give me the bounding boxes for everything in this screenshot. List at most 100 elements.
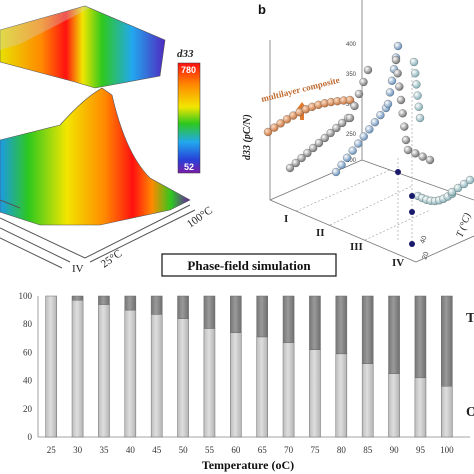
x-tick-label: 45 [152, 445, 162, 455]
bar-segment-o [71, 299, 84, 438]
projection-dot [409, 241, 415, 247]
x-tick-label: 50 [179, 445, 189, 455]
colorbar-scale [177, 62, 201, 174]
phase-field-banner: Phase-field simulation [161, 253, 337, 277]
gray-sphere [320, 133, 329, 143]
projection-dot [395, 169, 401, 175]
gray-sphere [345, 113, 355, 123]
x-tick-label: 100 [440, 445, 454, 455]
panel-a-axes [0, 199, 196, 269]
bar-segment-t [361, 295, 374, 364]
blue-sphere [331, 167, 341, 177]
x-tick-label: 55 [205, 445, 215, 455]
bar-segment-t [309, 295, 321, 350]
stacked-bar-chart: 0 20 40 60 80 100 25 30 35 40 45 50 55 60 65 70 75 80 85 9… [19, 291, 474, 472]
y-tick-label: 40 [23, 376, 33, 386]
bar-segment-t [441, 295, 453, 387]
gray-sphere [350, 101, 359, 111]
panel-a: 25°C 100°C IV d33 780 52 [0, 5, 215, 275]
teal-sphere [453, 183, 463, 193]
composite-sphere [282, 115, 292, 124]
gray-sphere [400, 122, 409, 131]
x-tick-label: 85 [363, 445, 373, 455]
gray-sphere [391, 55, 401, 65]
bar-segment-o [230, 332, 242, 438]
banner-box [161, 253, 337, 277]
x-tick-label: 25 [47, 445, 57, 455]
y-axis-ticks: 0 20 40 60 80 100 [19, 291, 33, 442]
x-tick-i: I [284, 213, 288, 225]
composite-sphere [270, 123, 279, 132]
teal-sphere [459, 179, 469, 189]
x-tick-label: 95 [416, 445, 426, 455]
blue-sphere [354, 139, 363, 148]
blue-sphere [387, 76, 397, 85]
composite-sphere [276, 119, 285, 128]
upper-surface-shade [0, 6, 90, 50]
banner-label: Phase-field simulation [187, 258, 311, 273]
composite-sphere [345, 95, 355, 105]
x-tick-iii: III [350, 241, 363, 253]
gray-sphere [411, 149, 420, 158]
bar-segment-t [98, 295, 110, 305]
teal-sphere [412, 80, 421, 89]
x-axis-title: Temperature (oC) [202, 458, 294, 472]
blue-sphere [365, 125, 374, 134]
gray-sphere [425, 155, 435, 165]
projection-dots [395, 169, 415, 247]
y-tick-label: 20 [23, 404, 33, 414]
blue-sphere [385, 88, 395, 97]
gray-sphere [396, 95, 406, 105]
teal-sphere [465, 175, 474, 185]
colorbar: d33 780 52 [177, 48, 201, 174]
blue-sphere [348, 146, 357, 155]
blue-sphere [393, 41, 403, 51]
projection-dot [409, 209, 415, 215]
bar-segment-o [335, 353, 348, 438]
y-tick-label: 80 [23, 319, 33, 329]
x-axis-ticks: 25 30 35 40 45 50 55 60 65 70 75 80 85 90 95 100 [47, 445, 454, 455]
blue-sphere [342, 153, 352, 162]
gray-sphere [401, 135, 411, 145]
y-tick-label: 0 [28, 432, 33, 442]
x-tick-label: 40 [126, 445, 136, 455]
x-tick-label: 75 [310, 445, 320, 455]
bar-segment-t [150, 295, 163, 315]
panel-b-letter: b [258, 2, 266, 17]
teal-sphere [447, 187, 457, 197]
blue-sphere [370, 118, 380, 127]
bar-segment-t [230, 295, 242, 333]
bar-segment-t [414, 295, 427, 379]
gray-sphere [359, 77, 368, 87]
bar-segment-o [309, 349, 321, 438]
gray-sphere [354, 89, 364, 99]
colorbar-title: d33 [177, 48, 194, 60]
blue-sphere [337, 160, 346, 170]
gray-sphere [314, 138, 324, 148]
x-tick-iv: IV [392, 257, 404, 269]
panel-b: b 400 350 300 250 200 d33 (pC/N) [242, 0, 474, 269]
z-axis-label: d33 (pC/N) [242, 114, 253, 160]
projection-dot [409, 193, 415, 199]
colorbar-min: 52 [184, 162, 194, 172]
teal-sphere [413, 91, 422, 100]
gray-sphere [338, 118, 347, 128]
teal-sphere [414, 102, 423, 111]
bar-segment-o [177, 318, 189, 438]
bar-segment-o [414, 377, 427, 438]
gray-sphere [326, 128, 335, 138]
temp-high-label: 100°C [185, 204, 215, 230]
sphere-series [263, 41, 474, 206]
t-axis-label: T (°C) [454, 211, 473, 239]
temp-low-label: 25°C [99, 248, 125, 271]
y-tick-label: 100 [19, 291, 33, 301]
blue-sphere [376, 110, 385, 120]
legend-o-label: O [466, 405, 474, 420]
x-tick-label: 70 [284, 445, 294, 455]
teal-sphere [415, 113, 425, 123]
gray-sphere [395, 82, 404, 91]
lower-d33-surface [0, 87, 191, 226]
upper-d33-surface [0, 5, 166, 89]
bar-segment-o [203, 328, 216, 438]
